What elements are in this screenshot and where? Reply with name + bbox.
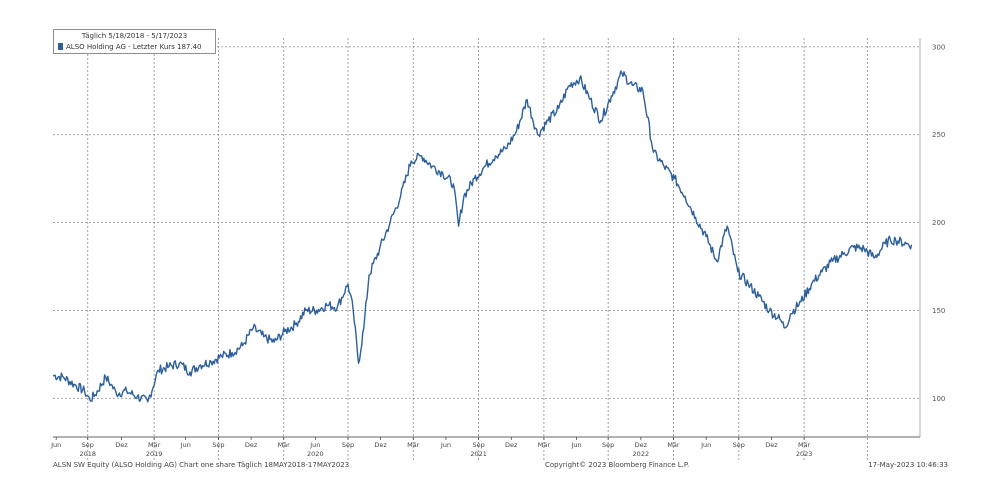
x-tick-label-6: Dez	[245, 441, 258, 449]
footer-security-description: ALSN SW Equity (ALSO Holding AG) Chart o…	[53, 461, 350, 469]
footer-copyright: Copyright© 2023 Bloomberg Finance L.P.	[545, 461, 690, 469]
x-tick-label-21: Sep	[733, 441, 745, 449]
x-year-label-2018: 2018	[79, 450, 96, 458]
legend-series-label: ALSO Holding AG - Letzter Kurs 187.40	[66, 43, 202, 51]
x-tick-label-4: Jun	[180, 441, 191, 449]
x-year-label-2023: 2023	[796, 450, 813, 458]
x-tick-label-0: Jun	[50, 441, 61, 449]
legend-series-entry: ALSO Holding AG - Letzter Kurs 187.40	[58, 43, 202, 51]
x-tick-label-14: Dez	[505, 441, 518, 449]
x-tick-label-7: Mär	[278, 441, 291, 449]
x-tick-label-20: Jun	[700, 441, 711, 449]
x-year-label-2022: 2022	[633, 450, 650, 458]
x-tick-label-10: Dez	[374, 441, 387, 449]
x-tick-label-2: Dez	[115, 441, 128, 449]
y-tick-label-100: 100	[932, 395, 945, 403]
y-tick-label-300: 300	[932, 43, 945, 51]
x-tick-label-19: Mär	[667, 441, 680, 449]
x-tick-label-13: Sep	[472, 441, 484, 449]
chart-legend: Täglich 5/18/2018 - 5/17/2023 ALSO Holdi…	[53, 29, 216, 54]
x-year-label-2021: 2021	[470, 450, 487, 458]
x-tick-label-8: Jun	[309, 441, 320, 449]
plot-area	[53, 38, 920, 437]
x-tick-label-12: Jun	[440, 441, 451, 449]
x-tick-label-9: Sep	[342, 441, 354, 449]
legend-swatch	[58, 43, 63, 50]
footer-timestamp: 17-May-2023 10:46:33	[868, 461, 948, 469]
x-tick-label-5: Sep	[212, 441, 224, 449]
x-tick-label-23: Mär	[798, 441, 811, 449]
x-tick-label-11: Mär	[407, 441, 420, 449]
legend-date-range: Täglich 5/18/2018 - 5/17/2023	[81, 32, 188, 40]
y-tick-label-200: 200	[932, 219, 945, 227]
x-tick-label-22: Dez	[765, 441, 778, 449]
x-tick-label-15: Mär	[538, 441, 551, 449]
x-year-label-2020: 2020	[307, 450, 324, 458]
x-tick-label-1: Sep	[82, 441, 94, 449]
x-year-label-2019: 2019	[146, 450, 163, 458]
y-tick-label-150: 150	[932, 307, 945, 315]
y-tick-label-250: 250	[932, 131, 945, 139]
x-tick-label-17: Sep	[602, 441, 614, 449]
x-tick-label-18: Dez	[635, 441, 648, 449]
x-tick-label-3: Mär	[148, 441, 161, 449]
price-line-series	[52, 70, 913, 403]
x-tick-label-16: Jun	[570, 441, 581, 449]
